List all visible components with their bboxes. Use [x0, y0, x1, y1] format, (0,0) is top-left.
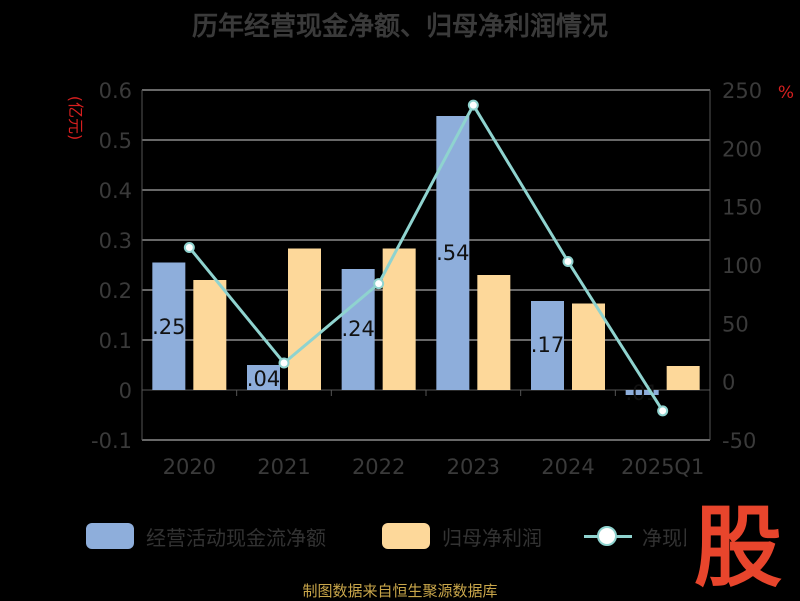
legend-label-operating-cashflow: 经营活动现金流净额 — [146, 525, 326, 550]
legend-item-net-profit[interactable]: 归母净利润 — [382, 518, 542, 554]
y-right-tick-label: 200 — [722, 137, 762, 161]
line-point-cash-ratio — [467, 99, 479, 111]
bar-operating-cashflow — [247, 365, 280, 390]
bar-operating-cashflow — [341, 269, 375, 390]
bar-net-profit — [382, 248, 416, 390]
bar-net-profit — [666, 366, 700, 390]
y-left-tick-label: 0.5 — [99, 129, 132, 153]
y-right-tick-label: 100 — [722, 254, 762, 278]
y-right-axis-title: % — [778, 83, 794, 103]
bar-operating-cashflow — [152, 262, 186, 390]
y-left-tick-label: 0.6 — [99, 79, 132, 103]
line-point-cash-ratio — [373, 278, 385, 290]
x-tick-label: 2025Q1 — [621, 455, 704, 479]
bar-net-profit — [477, 275, 511, 390]
legend-swatch-net-profit — [382, 523, 430, 549]
legend-swatch-operating-cashflow — [86, 523, 134, 549]
y-right-tick-label: 250 — [722, 79, 762, 103]
bar-data-label: .01 — [625, 381, 658, 405]
logo-glyph: 股 — [694, 496, 782, 592]
bar-operating-cashflow — [625, 390, 659, 395]
line-point-cash-ratio — [562, 256, 574, 267]
bar-net-profit — [572, 303, 605, 390]
stock-logo: 股 — [686, 496, 790, 592]
bar-operating-cashflow — [531, 301, 564, 390]
line-cash-ratio — [188, 102, 664, 412]
x-tick-label: 2022 — [352, 455, 405, 479]
y-right-tick-label: 50 — [722, 312, 749, 336]
bar-data-label: .04 — [247, 367, 280, 391]
bar-data-label: .24 — [341, 317, 374, 341]
data-source-note: 制图数据来自恒生聚源数据库 — [302, 582, 498, 600]
bar-net-profit — [193, 280, 227, 390]
line-point-cash-ratio — [183, 242, 195, 253]
legend: 经营活动现金流净额 归母净利润 净现比 — [0, 518, 800, 558]
y-left-tick-label: -0.1 — [91, 429, 132, 453]
y-left-tick-label: 0 — [119, 379, 132, 403]
x-tick-label: 2024 — [541, 455, 594, 479]
legend-item-cash-ratio[interactable]: 净现比 — [584, 518, 702, 554]
line-point-cash-ratio — [657, 405, 669, 417]
y-left-tick-label: 0.3 — [99, 229, 132, 253]
bar-data-label: .17 — [531, 333, 564, 357]
chart-title: 历年经营现金净额、归母净利润情况 — [191, 12, 608, 42]
legend-item-operating-cashflow[interactable]: 经营活动现金流净额 — [86, 518, 326, 554]
y-right-tick-label: 0 — [722, 371, 735, 395]
bar-data-label: .54 — [436, 241, 469, 265]
line-point-cash-ratio — [278, 357, 290, 369]
y-left-tick-label: 0.1 — [99, 329, 132, 353]
x-tick-label: 2023 — [447, 455, 500, 479]
x-tick-label: 2021 — [257, 455, 310, 479]
legend-label-net-profit: 归母净利润 — [442, 525, 542, 550]
x-tick-label: 2020 — [163, 455, 216, 479]
y-right-tick-label: -50 — [722, 429, 756, 453]
bar-net-profit — [288, 248, 321, 390]
bar-data-label: .25 — [152, 315, 185, 339]
y-left-tick-label: 0.4 — [99, 179, 132, 203]
y-left-axis-title: (亿元) — [66, 96, 85, 141]
legend-line-marker-icon — [584, 523, 632, 549]
y-right-tick-label: 150 — [722, 196, 762, 220]
y-left-tick-label: 0.2 — [99, 279, 132, 303]
